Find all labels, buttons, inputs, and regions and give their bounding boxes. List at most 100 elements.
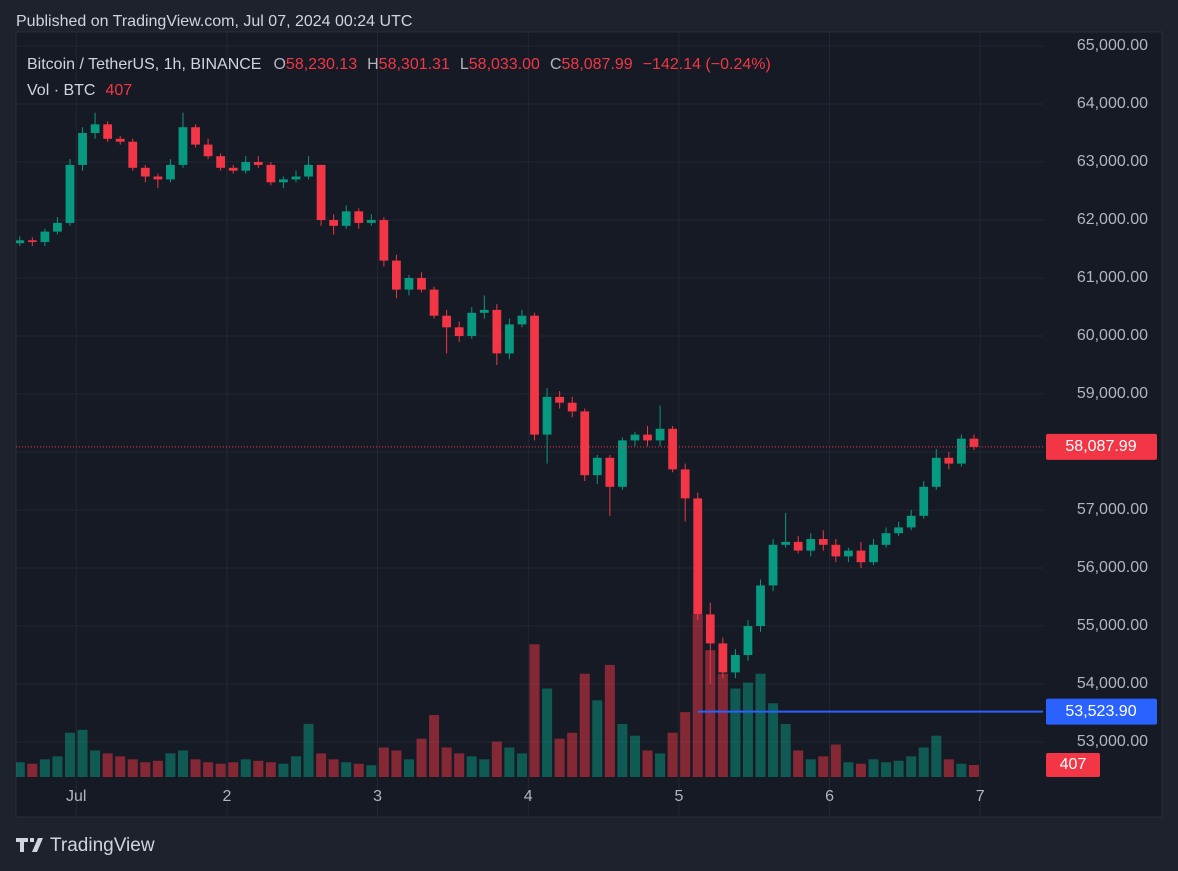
candle-body [818,539,828,545]
candle-body [944,457,954,464]
y-tick-label: 61,000.00 [1077,269,1148,286]
candle-body [718,643,728,673]
ohlc-letter: L [460,56,469,73]
candle-body [140,167,150,177]
volume-bar [956,763,967,777]
volume-bar [529,644,540,777]
volume-bar [27,763,38,777]
candle-body [693,498,703,615]
ohlc-letter: H [367,56,379,73]
volume-bar [918,747,929,777]
candle-body [53,222,62,232]
ohlc-value: 58,033.00 [469,56,540,73]
candle-body [392,260,401,290]
volume-bar [667,732,678,777]
candle-body [341,211,351,226]
candle-body [166,164,175,180]
volume-bar [228,762,239,777]
volume-box [1046,752,1100,777]
candle-body [793,541,803,551]
candle-body [781,541,791,545]
candle-body [354,211,364,223]
symbol-header: Bitcoin / TetherUS, 1h, BINANCE O58,230.1… [27,56,771,73]
ohlc-letter: C [550,56,562,73]
y-tick-label: 54,000.00 [1077,675,1148,692]
candle-body [253,162,263,165]
volume-bar [592,700,603,777]
volume-bar [567,732,578,777]
volume-bar [177,750,189,777]
volume-bar [403,759,414,777]
candle-body [731,655,740,673]
volume-bar [705,650,716,777]
candle-body [668,428,678,470]
volume-label: 407 [1060,756,1087,773]
volume-bar [629,735,640,777]
published-note: Published on TradingView.com, Jul 07, 20… [16,13,412,30]
candle-body [379,220,389,261]
change-value: −142.14 (−0.24%) [643,56,771,73]
candle-body [329,220,339,226]
candle-body [178,127,188,165]
candle-body [931,457,941,487]
volume-bar [655,753,666,777]
volume-bar [604,664,615,777]
candle-body [969,438,979,447]
candle-body [467,312,477,337]
y-tick-label: 64,000.00 [1077,95,1148,112]
candle-body [580,411,590,476]
candle-body [680,469,690,499]
volume-bar [52,756,63,777]
x-tick-label: 6 [825,788,834,805]
horizontal-line-box [1046,698,1157,725]
x-tick-label: 3 [373,788,382,805]
candle-body [103,124,113,139]
volume-bar [127,759,138,777]
volume-bar [855,763,866,777]
candle-body [806,539,816,551]
volume-bar [943,759,954,777]
candle-body [454,327,464,337]
volume-bar [429,715,440,777]
candle-body [906,515,916,528]
volume-bar [391,750,402,777]
volume-bar [353,763,364,777]
brand-name: TradingView [50,835,155,856]
last-price-label: 58,087.99 [1065,438,1136,455]
y-tick-label: 63,000.00 [1077,153,1148,170]
candle-body [90,124,100,134]
candle-body [216,156,226,168]
volume-bar [692,614,703,777]
candle-body [153,176,163,180]
volume-bar [416,738,427,777]
volume-bar [542,688,553,777]
x-tick-label: 4 [524,788,533,805]
volume-bar [90,750,101,777]
volume-bar [868,759,879,777]
candle-body [316,164,326,221]
volume-bar [881,762,892,777]
volume-bar [818,756,829,777]
volume-bar [152,760,163,777]
volume-bar [303,723,314,777]
volume-bar [755,673,766,777]
candle-body [366,220,376,223]
candle-body [291,176,301,180]
volume-value: 407 [105,82,132,99]
volume-bar [16,762,25,777]
candle-body [618,440,627,487]
volume-bar [140,762,151,777]
volume-bar [466,756,477,777]
x-tick-label: 2 [222,788,231,805]
volume-bar [253,760,264,777]
candle-body [743,626,753,656]
candle-body [203,144,213,157]
volume-bar [441,747,452,777]
y-tick-label: 65,000.00 [1077,37,1148,54]
volume-bar [115,756,126,777]
candle-body [643,434,652,441]
candle-body [16,240,25,244]
candle-body [241,162,251,171]
volume-bar [378,747,389,777]
